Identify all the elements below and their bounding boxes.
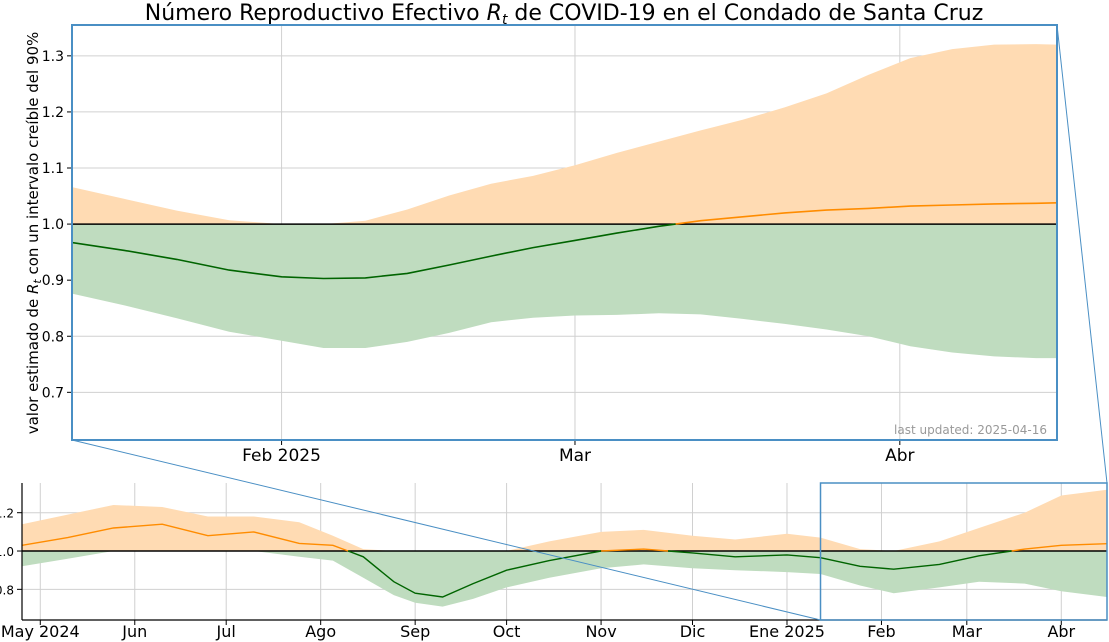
x-tick-label: Oct: [493, 622, 521, 641]
x-tick-label: Feb: [867, 622, 895, 641]
x-tick-label: Abr: [1047, 622, 1075, 641]
chart-title: Número Reproductivo Efectivo Rt de COVID…: [145, 1, 984, 28]
band-above-one: [72, 44, 1057, 225]
median-below-one: [72, 223, 676, 280]
x-tick-label: Ago: [305, 622, 336, 641]
y-axis-label: valor estimado de Rt con un intervalo cr…: [24, 32, 44, 435]
main-plot-frame: [71, 24, 1058, 441]
x-tick-label: Dic: [680, 622, 706, 641]
x-tick-label: Jul: [216, 622, 236, 641]
band-below-one: [72, 224, 1057, 359]
y-tick-label: 1.2: [0, 507, 14, 521]
connector-right: [1056, 24, 1108, 484]
zoom-connector-lines: [71, 24, 1108, 621]
y-tick-label: 1.3: [42, 49, 64, 65]
x-tick-label: Ene 2025: [749, 622, 825, 641]
y-tick-label: 1.2: [42, 105, 64, 121]
x-tick-label: Abr: [885, 446, 914, 466]
median-below-one: [347, 550, 602, 598]
median-above-one: [22, 523, 349, 552]
y-tick-label: 0.8: [42, 329, 64, 345]
overview-y-ticks: 0.8 1.0 1.2: [0, 507, 22, 597]
x-tick-label: Mar: [952, 622, 983, 641]
overview-credible-band: [22, 489, 1107, 607]
x-tick-label: May 2024: [1, 622, 80, 641]
y-tick-label: 1.0: [42, 217, 64, 233]
last-updated-note: last updated: 2025-04-16: [894, 423, 1047, 437]
main-median-line: [72, 202, 1057, 280]
x-tick-label: Nov: [585, 622, 616, 641]
median-above-one: [1011, 543, 1107, 552]
main-y-ticks: 0.7 0.8 0.9 1.0 1.1 1.2 1.3: [42, 49, 72, 401]
main-x-ticks: Feb 2025 Mar Abr: [242, 440, 915, 466]
band-below-one: [22, 551, 1107, 607]
median-above-one: [675, 202, 1057, 225]
main-credible-band: [72, 44, 1057, 359]
y-tick-label: 0.9: [42, 273, 64, 289]
y-tick-label: 1.0: [0, 545, 14, 559]
x-tick-label: Feb 2025: [242, 446, 321, 466]
connector-left: [71, 439, 821, 621]
median-above-one: [601, 548, 669, 552]
y-tick-label: 0.8: [0, 583, 14, 597]
overview-median-line: [22, 523, 1107, 598]
y-tick-label: 0.7: [42, 385, 64, 401]
band-above-one: [22, 489, 1107, 551]
y-tick-label: 1.1: [42, 161, 64, 177]
median-below-one: [668, 550, 1012, 570]
x-tick-label: Jun: [121, 622, 147, 641]
x-tick-label: Mar: [559, 446, 591, 466]
overview-x-ticks: May 2024 Jun Jul Ago Sep Oct Nov Dic Ene 2025 Feb…: [1, 620, 1076, 641]
zoom-window-rect: [819, 482, 1108, 621]
overview-zoom-window: [819, 482, 1108, 621]
x-tick-label: Sep: [400, 622, 430, 641]
